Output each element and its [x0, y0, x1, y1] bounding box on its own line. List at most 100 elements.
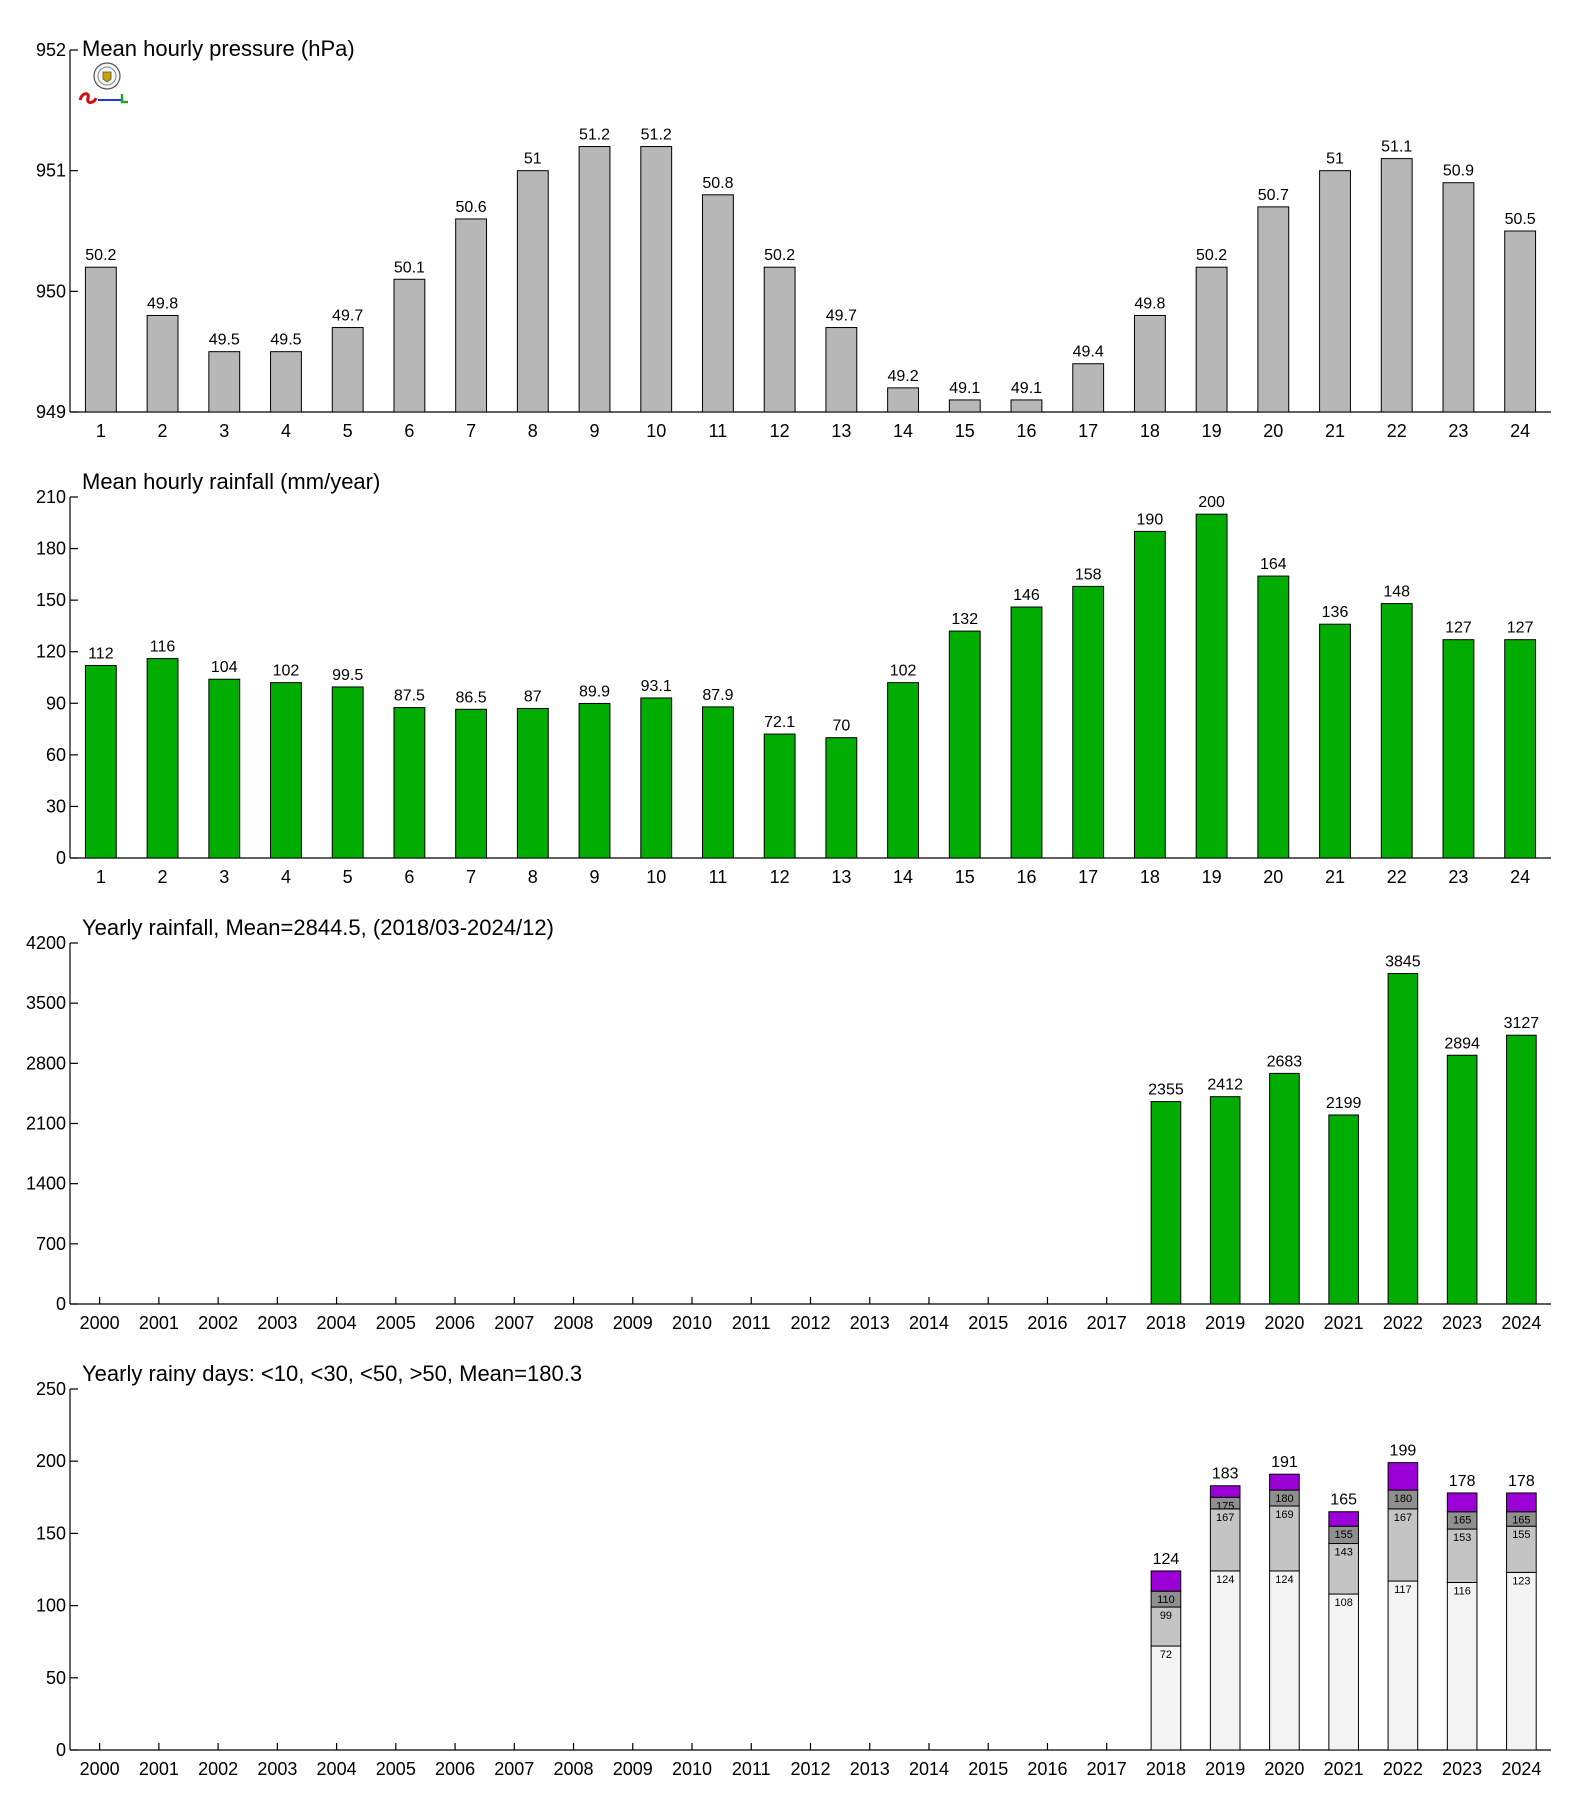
bar-5	[331, 686, 364, 859]
x-tick-label: 2014	[909, 1313, 949, 1333]
bar-2021	[1328, 1114, 1359, 1305]
data-label: 178	[1508, 1473, 1535, 1490]
stack-segment-2020-2	[1269, 1505, 1300, 1572]
data-label: 2199	[1326, 1095, 1362, 1112]
chart-title: Yearly rainfall, Mean=2844.5, (2018/03-2…	[82, 915, 554, 940]
data-label: 70	[832, 718, 850, 735]
x-tick-label: 21	[1325, 421, 1345, 441]
data-label: 87.5	[394, 688, 425, 705]
data-label: 124	[1153, 1551, 1180, 1568]
x-tick-label: 13	[831, 867, 851, 887]
data-label: 51	[524, 151, 542, 168]
y-tick-label: 952	[36, 40, 66, 60]
y-tick-label: 30	[46, 796, 66, 816]
data-label: 158	[1075, 566, 1102, 583]
x-tick-label: 7	[466, 867, 476, 887]
bar-16	[1010, 606, 1043, 859]
x-tick-label: 11	[709, 867, 728, 887]
data-label: 148	[1383, 584, 1410, 601]
data-label: 116	[150, 639, 176, 656]
data-label: 50.2	[1196, 247, 1227, 264]
segment-label: 117	[1394, 1584, 1412, 1596]
y-tick-label: 2100	[26, 1114, 66, 1134]
stack-segment-2024-2	[1506, 1525, 1537, 1573]
x-tick-label: 2003	[257, 1759, 297, 1779]
x-tick-label: 2011	[732, 1759, 771, 1779]
x-tick-label: 23	[1448, 867, 1468, 887]
x-tick-label: 22	[1387, 421, 1407, 441]
segment-label: 99	[1160, 1610, 1172, 1622]
x-tick-label: 2002	[198, 1759, 238, 1779]
x-tick-label: 2007	[494, 1313, 534, 1333]
data-label: 51.2	[641, 127, 672, 144]
x-tick-label: 10	[646, 867, 666, 887]
bar-15	[948, 399, 981, 413]
x-tick-label: 2003	[257, 1313, 297, 1333]
bar-19	[1195, 513, 1228, 859]
x-tick-label: 16	[1016, 421, 1036, 441]
bar-9	[578, 146, 611, 413]
bar-1	[84, 664, 117, 859]
bar-8	[516, 170, 549, 413]
y-tick-label: 0	[56, 848, 66, 868]
x-tick-label: 2021	[1324, 1759, 1364, 1779]
lab-logo-icon	[78, 62, 128, 104]
bar-23	[1442, 639, 1475, 859]
x-tick-label: 2010	[672, 1313, 712, 1333]
stack-segment-2019-1	[1209, 1570, 1241, 1751]
y-tick-label: 200	[36, 1451, 66, 1471]
x-tick-label: 20	[1263, 867, 1283, 887]
bar-18	[1133, 314, 1166, 413]
chart-panel-3: Yearly rainfall, Mean=2844.5, (2018/03-2…	[26, 915, 1551, 1333]
bar-2020	[1269, 1072, 1300, 1305]
segment-label: 167	[1394, 1512, 1412, 1524]
data-label: 49.7	[332, 308, 363, 325]
x-tick-label: 8	[528, 421, 538, 441]
y-tick-label: 100	[36, 1596, 66, 1616]
data-label: 165	[1330, 1492, 1357, 1509]
x-tick-label: 2007	[494, 1759, 534, 1779]
x-tick-label: 1	[96, 421, 106, 441]
bar-2	[146, 314, 179, 413]
x-tick-label: 18	[1140, 421, 1160, 441]
y-tick-label: 150	[36, 590, 66, 610]
bar-7	[455, 218, 488, 413]
data-label: 200	[1198, 494, 1225, 511]
chart-title: Mean hourly rainfall (mm/year)	[82, 469, 380, 494]
data-label: 50.9	[1443, 163, 1474, 180]
bar-12	[763, 266, 796, 413]
stack-segment-2021-1	[1328, 1593, 1359, 1751]
data-label: 49.5	[270, 332, 301, 349]
data-label: 2683	[1267, 1053, 1303, 1070]
x-tick-label: 2022	[1383, 1313, 1423, 1333]
bar-17	[1072, 585, 1105, 859]
data-label: 49.8	[1134, 295, 1165, 312]
x-tick-label: 5	[343, 421, 353, 441]
x-tick-label: 2010	[672, 1759, 712, 1779]
bar-20	[1257, 575, 1290, 859]
segment-label: 124	[1275, 1574, 1293, 1586]
x-tick-label: 3	[219, 421, 229, 441]
bar-8	[516, 707, 549, 859]
bar-23	[1442, 182, 1475, 413]
stack-segment-2024-1	[1506, 1571, 1537, 1751]
bar-11	[702, 194, 734, 413]
bar-1	[84, 266, 117, 413]
segment-label: 175	[1216, 1500, 1234, 1512]
x-tick-label: 24	[1510, 421, 1530, 441]
data-label: 49.1	[1011, 380, 1042, 397]
stack-segment-2019-4	[1209, 1485, 1241, 1498]
bar-21	[1319, 170, 1351, 413]
x-tick-label: 2008	[554, 1759, 594, 1779]
x-tick-label: 2020	[1264, 1759, 1304, 1779]
segment-label: 110	[1157, 1594, 1175, 1606]
x-tick-label: 2012	[790, 1313, 830, 1333]
x-tick-label: 2022	[1383, 1759, 1423, 1779]
x-tick-label: 2017	[1087, 1313, 1127, 1333]
segment-label: 155	[1512, 1529, 1530, 1541]
bar-15	[948, 630, 981, 859]
x-tick-label: 2024	[1501, 1313, 1541, 1333]
x-tick-label: 13	[831, 421, 851, 441]
x-tick-label: 2019	[1205, 1313, 1245, 1333]
